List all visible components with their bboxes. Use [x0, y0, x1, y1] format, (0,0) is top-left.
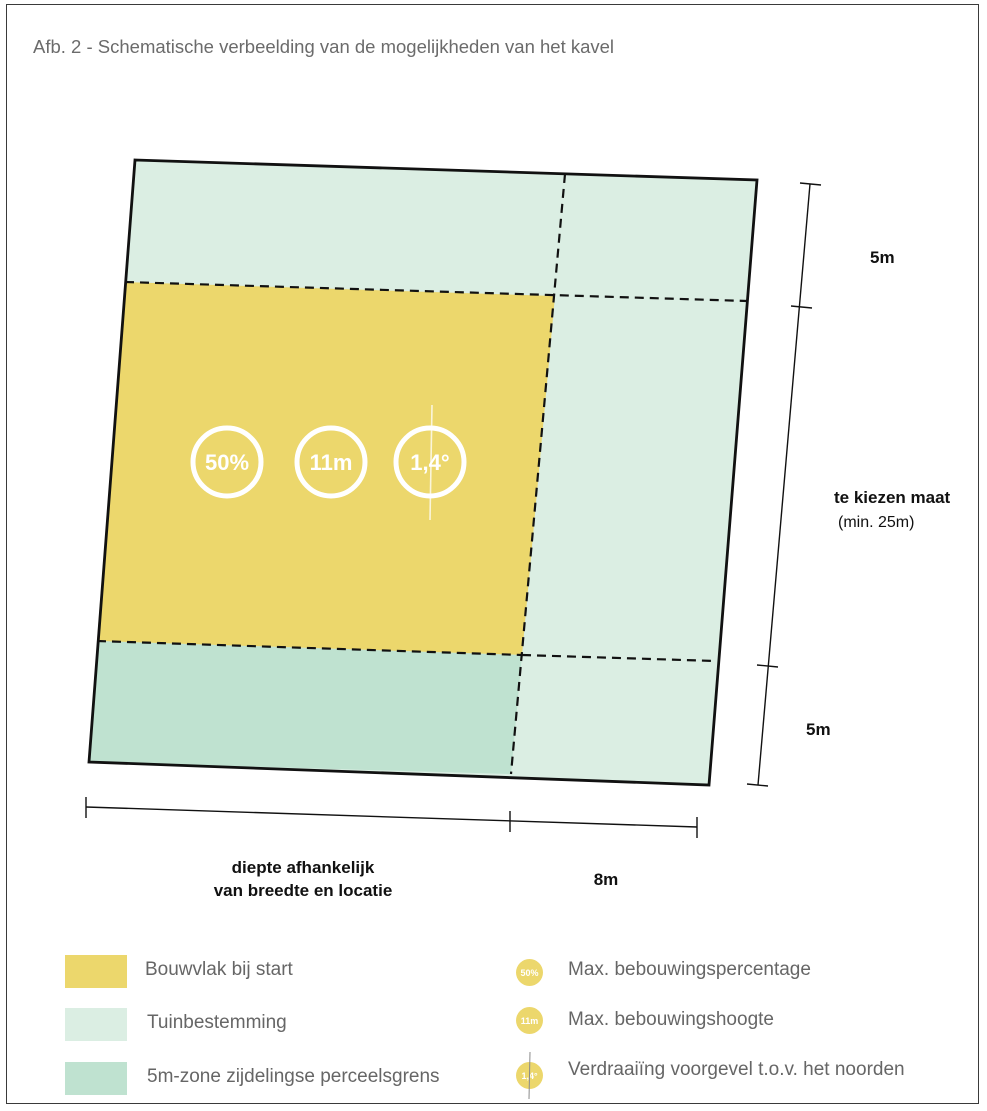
legend-label-bouwvlak: Bouwvlak bij start [145, 959, 293, 980]
rotation-icon: 1,4° [516, 1062, 543, 1089]
dashed-line-top [124, 280, 748, 303]
badge-angle: 1,4° [393, 404, 467, 521]
legend-label-tuin: Tuinbestemming [147, 1012, 287, 1033]
dim-right-bottom: 5m [806, 720, 831, 739]
legend-label-percentage: Max. bebouwingspercentage [568, 959, 811, 980]
legend-label-rotation: Verdraaiïng voorgevel t.o.v. het noorden [568, 1059, 905, 1080]
percentage-icon: 50% [516, 959, 543, 986]
figure-caption: Afb. 2 - Schematische verbeelding van de… [33, 36, 615, 57]
building-zone [97, 282, 555, 655]
right-dimension [746, 182, 822, 787]
dashed-line-bottom-right [521, 653, 717, 663]
dim-bottom-left-line1: diepte afhankelijk [232, 858, 375, 877]
badge-percentage: 50% [190, 425, 264, 499]
badge-angle-text: 1,4° [410, 450, 449, 475]
dim-bottom-left-line2: van breedte en locatie [214, 881, 393, 900]
dim-right-middle-sub: (min. 25m) [838, 514, 914, 531]
plot-outline [87, 158, 759, 787]
dim-right-top: 5m [870, 248, 895, 267]
division-lines [96, 173, 748, 775]
legend-swatch-bouwvlak [65, 955, 127, 988]
side-zone [89, 641, 522, 774]
height-icon: 11m [516, 1007, 543, 1034]
dashed-line-bottom-left [96, 639, 523, 657]
badge-percentage-text: 50% [205, 450, 249, 475]
bottom-dimension [85, 797, 698, 838]
figure-frame [6, 4, 979, 1104]
dim-bottom-right: 8m [594, 870, 619, 889]
legend-label-height: Max. bebouwingshoogte [568, 1009, 774, 1030]
badge-height: 11m [294, 425, 368, 499]
legend-label-zone: 5m-zone zijdelingse perceelsgrens [147, 1066, 440, 1087]
legend-swatch-zone [65, 1062, 127, 1095]
legend-swatch-tuin [65, 1008, 127, 1041]
dashed-line-vertical [509, 173, 567, 775]
dim-right-middle: te kiezen maat [834, 488, 951, 507]
badge-height-text: 11m [310, 450, 353, 475]
north-line [429, 404, 433, 521]
